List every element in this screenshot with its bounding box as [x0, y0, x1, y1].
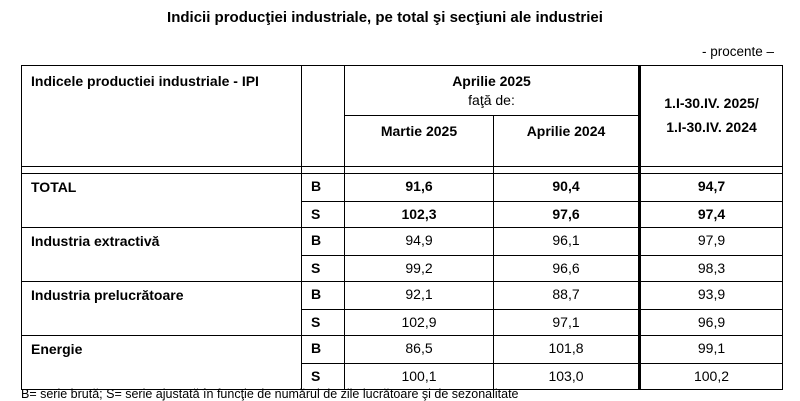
value-cell: 102,9	[344, 309, 494, 336]
indicator-header: Indicele productiei industriale - IPI	[21, 65, 302, 167]
ipi-table: Indicele productiei industriale - IPI Ap…	[21, 65, 783, 390]
value-cell: 91,6	[344, 173, 494, 202]
table-title: Indicii producţiei industriale, pe total…	[167, 9, 603, 26]
series-header-cell	[301, 65, 345, 167]
table-row: S 102,9 97,1 96,9	[22, 309, 783, 336]
value-cell: 99,2	[344, 255, 494, 282]
cumulative-line2: 1.I-30.IV. 2024	[666, 119, 757, 135]
value-cell: 88,7	[493, 281, 640, 310]
value-cell: 97,6	[493, 201, 640, 228]
value-cell: 86,5	[344, 335, 494, 364]
value-cell: 94,7	[638, 173, 783, 202]
series-label: S	[301, 255, 345, 282]
value-cell: 99,1	[638, 335, 783, 364]
unit-note: - procente –	[701, 44, 774, 59]
category-label: Industria prelucrătoare	[21, 281, 302, 336]
value-cell: 90,4	[493, 173, 640, 202]
value-cell: 96,6	[493, 255, 640, 282]
table-row: Industria prelucrătoare B 92,1 88,7 93,9	[21, 281, 783, 336]
value-cell: 92,1	[344, 281, 494, 310]
value-cell: 97,4	[638, 201, 783, 228]
relative-to-label: faţă de:	[468, 92, 515, 108]
series-label: B	[301, 227, 345, 256]
col-prev-month-header: Martie 2025	[344, 115, 494, 167]
value-cell: 97,1	[493, 309, 640, 336]
category-label: Industria extractivă	[21, 227, 302, 282]
table-row: S 100,1 103,0 100,2	[22, 363, 783, 390]
series-label: B	[301, 173, 345, 202]
table-row: Industria extractivă B 94,9 96,1 97,9	[21, 227, 783, 282]
col-prev-year-header: Aprilie 2024	[493, 115, 640, 167]
table-row: Energie B 86,5 101,8 99,1	[21, 335, 783, 390]
value-cell: 97,9	[638, 227, 783, 256]
value-cell: 94,9	[344, 227, 494, 256]
series-label: B	[301, 281, 345, 310]
value-cell: 100,1	[344, 363, 494, 390]
series-label: S	[301, 309, 345, 336]
category-label: Energie	[21, 335, 302, 390]
month-header: Aprilie 2025 faţă de:	[344, 65, 640, 116]
value-cell: 101,8	[493, 335, 640, 364]
series-label: S	[301, 201, 345, 228]
cumulative-line1: 1.I-30.IV. 2025/	[664, 95, 759, 111]
value-cell: 100,2	[638, 363, 783, 390]
value-cell: 96,1	[493, 227, 640, 256]
value-cell: 103,0	[493, 363, 640, 390]
table-row: TOTAL B 91,6 90,4 94,7	[21, 173, 783, 228]
value-cell: 98,3	[638, 255, 783, 282]
series-label: S	[301, 363, 345, 390]
cumulative-header: 1.I-30.IV. 2025/ 1.I-30.IV. 2024	[638, 65, 783, 167]
value-cell: 102,3	[344, 201, 494, 228]
table-row: S 99,2 96,6 98,3	[22, 255, 783, 282]
month-label: Aprilie 2025	[452, 73, 531, 89]
category-label: TOTAL	[21, 173, 302, 228]
value-cell: 93,9	[638, 281, 783, 310]
footnote: B= serie brută; S= serie ajustată în fun…	[21, 387, 519, 401]
series-label: B	[301, 335, 345, 364]
value-cell: 96,9	[638, 309, 783, 336]
